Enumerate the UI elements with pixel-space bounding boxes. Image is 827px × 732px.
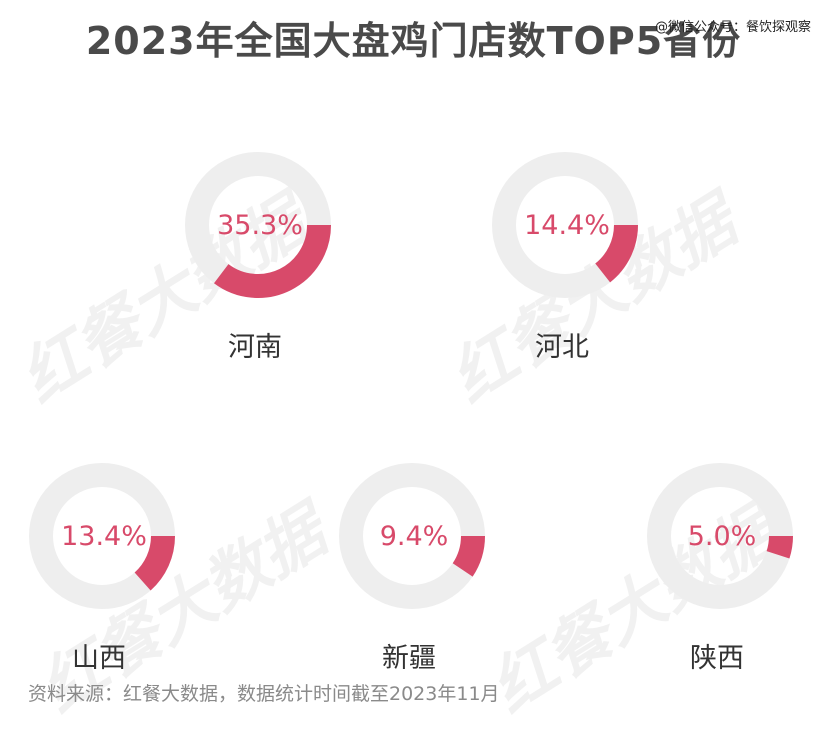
donut-slice — [766, 535, 793, 559]
province-label: 陕西 — [690, 643, 744, 674]
donut-5: 5.0% 陕西 — [647, 463, 793, 674]
chart-title: 2023年全国大盘鸡门店数TOP5省份 — [85, 19, 742, 63]
donut-4: 9.4% 新疆 — [339, 463, 485, 674]
province-label: 山西 — [72, 643, 126, 674]
province-label: 河南 — [228, 332, 282, 363]
donut-1: 35.3% 河南 — [185, 152, 331, 363]
percent-label: 5.0% — [688, 521, 757, 552]
province-label: 河北 — [535, 332, 589, 363]
donut-slice — [213, 224, 331, 298]
percent-label: 13.4% — [61, 521, 147, 552]
donut-slice — [594, 224, 638, 283]
donut-slice — [134, 535, 175, 591]
percent-label: 9.4% — [380, 521, 449, 552]
donut-3: 13.4% 山西 — [29, 463, 175, 674]
percent-label: 14.4% — [524, 210, 610, 241]
donut-slice — [452, 535, 485, 577]
source-note: 资料来源：红餐大数据，数据统计时间截至2023年11月 — [28, 683, 500, 705]
donut-2: 14.4% 河北 — [492, 152, 638, 363]
percent-label: 35.3% — [217, 210, 303, 241]
credit-text: @微信公众号：餐饮探观察 — [654, 20, 811, 35]
province-label: 新疆 — [382, 643, 436, 674]
